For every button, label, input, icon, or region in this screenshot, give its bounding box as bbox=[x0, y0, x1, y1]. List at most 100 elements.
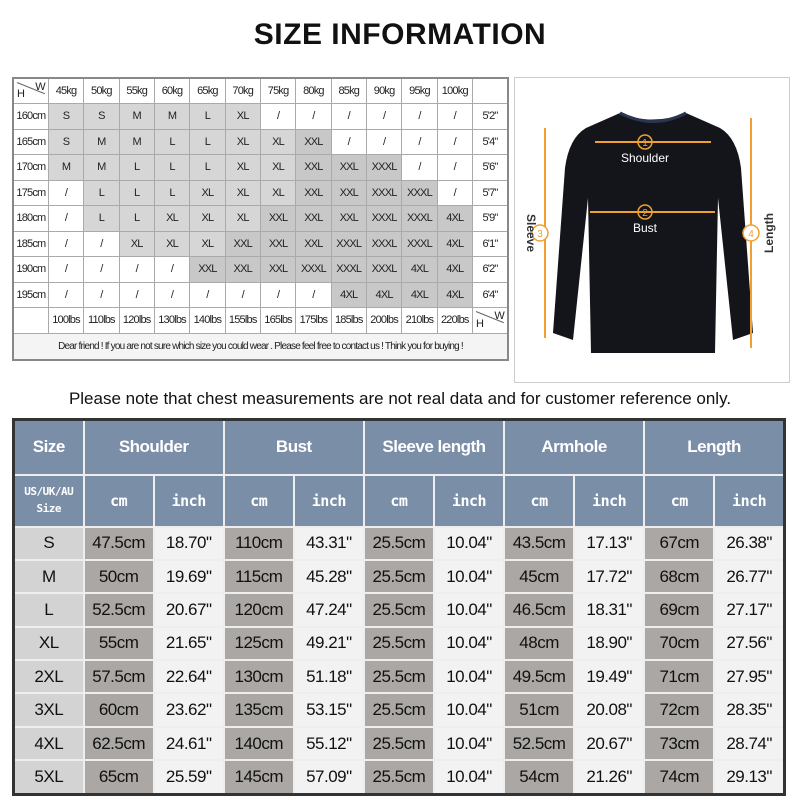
weight-kg-header: 70kg bbox=[224, 77, 261, 104]
size-cell: / bbox=[189, 281, 226, 308]
size-label: 5XL bbox=[12, 759, 85, 796]
size-cell: / bbox=[365, 103, 403, 130]
size-cell: XXXL bbox=[365, 179, 403, 206]
value-cm: 46.5cm bbox=[503, 592, 576, 628]
value-cm: 74cm bbox=[643, 759, 716, 796]
size-cell: XXL bbox=[295, 179, 332, 206]
value-cm: 43.5cm bbox=[503, 525, 576, 561]
value-cm: 51cm bbox=[503, 692, 576, 728]
value-inch: 51.18" bbox=[292, 659, 365, 695]
size-cell: S bbox=[47, 103, 85, 130]
size-cell: XL bbox=[224, 103, 261, 130]
size-system-label: US/UK/AU Size bbox=[12, 473, 85, 528]
weight-kg-header: 65kg bbox=[189, 77, 226, 104]
size-cell: / bbox=[330, 103, 367, 130]
value-cm: 71cm bbox=[643, 659, 716, 695]
size-cell: XL bbox=[189, 179, 226, 206]
height-row: 175cm / L L L XL XL XL XXL XXL XXXL XXXL/5'7" bbox=[12, 179, 509, 206]
height-cm-cell: 160cm bbox=[12, 103, 49, 130]
value-inch: 23.62" bbox=[152, 692, 225, 728]
height-cm-cell: 170cm bbox=[12, 154, 49, 181]
size-cell: XL bbox=[259, 179, 297, 206]
size-cell: L bbox=[153, 128, 191, 155]
size-cell: / bbox=[118, 256, 155, 283]
value-cm: 25.5cm bbox=[362, 725, 435, 762]
value-cm: 125cm bbox=[222, 625, 295, 662]
value-inch: 10.04" bbox=[432, 525, 506, 561]
height-row: 165cm S M M L L XL XL XXL / / //5'4" bbox=[12, 128, 509, 155]
size-cell: / bbox=[330, 128, 367, 155]
size-cell: XXL bbox=[295, 154, 332, 181]
value-cm: 25.5cm bbox=[362, 692, 435, 728]
size-cell: XXL bbox=[224, 230, 261, 257]
height-row: 190cm / / / / XXL XXL XXL XXXL XXXL XXXL 4XL 4XL 6'2" bbox=[12, 256, 509, 283]
size-cell: L bbox=[153, 154, 191, 181]
size-cell: XXL bbox=[295, 128, 332, 155]
shoulder-label: Shoulder bbox=[621, 151, 669, 165]
size-cell: / bbox=[436, 179, 473, 206]
weight-kg-header: 45kg bbox=[47, 77, 85, 104]
value-cm: 25.5cm bbox=[362, 759, 435, 796]
size-cell: L bbox=[189, 154, 226, 181]
corner-w: W bbox=[494, 310, 504, 322]
size-cell: / bbox=[401, 128, 438, 155]
height-cm-cell: 190cm bbox=[12, 256, 49, 283]
value-inch: 10.04" bbox=[432, 625, 506, 662]
value-cm: 55cm bbox=[82, 625, 155, 662]
weight-lbs-cell: 140lbs bbox=[189, 307, 226, 334]
size-cell: / bbox=[436, 154, 473, 181]
size-cell: L bbox=[83, 179, 120, 206]
size-cell: XL bbox=[189, 205, 226, 232]
weight-kg-header: 100kg bbox=[436, 77, 473, 104]
size-cell: XXL bbox=[330, 179, 367, 206]
value-inch: 10.04" bbox=[432, 592, 506, 628]
value-cm: 65cm bbox=[82, 759, 155, 796]
size-cell: XXXL bbox=[365, 256, 403, 283]
height-ft-cell: 5'6" bbox=[471, 154, 509, 181]
weight-lbs-cell: 155lbs bbox=[224, 307, 261, 334]
size-cell: / bbox=[295, 103, 332, 130]
height-cm-cell: 180cm bbox=[12, 205, 49, 232]
value-inch: 18.90" bbox=[573, 625, 646, 662]
value-cm: 25.5cm bbox=[362, 625, 435, 662]
value-cm: 48cm bbox=[503, 625, 576, 662]
size-cell: XXL bbox=[259, 205, 297, 232]
value-inch: 18.70" bbox=[152, 525, 225, 561]
size-cell: / bbox=[401, 103, 438, 130]
measurement-row: 3XL 60cm 23.62" 135cm 53.15" 25.5cm 10.04" 51cm… bbox=[12, 692, 786, 728]
value-cm: 25.5cm bbox=[362, 525, 435, 561]
size-cell: 4XL bbox=[401, 281, 438, 308]
size-cell: M bbox=[83, 154, 120, 181]
unit-cm: cm bbox=[503, 473, 576, 528]
size-cell: XXL bbox=[224, 256, 261, 283]
column-header: Bust bbox=[222, 418, 365, 476]
value-inch: 22.64" bbox=[152, 659, 225, 695]
value-cm: 50cm bbox=[82, 558, 155, 595]
size-cell: L bbox=[189, 103, 226, 130]
size-cell: / bbox=[47, 179, 85, 206]
value-cm: 70cm bbox=[643, 625, 716, 662]
value-cm: 52.5cm bbox=[82, 592, 155, 628]
size-cell: XXXL bbox=[295, 256, 332, 283]
size-cell: XL bbox=[153, 205, 191, 232]
value-cm: 47.5cm bbox=[82, 525, 155, 561]
height-cm-cell: 165cm bbox=[12, 128, 49, 155]
size-cell: / bbox=[436, 128, 473, 155]
size-cell: XL bbox=[259, 154, 297, 181]
measurement-table: Size Shoulder Bust Sleeve length Armhole Leng… bbox=[12, 418, 786, 796]
value-inch: 21.65" bbox=[152, 625, 225, 662]
height-ft-cell: 5'9" bbox=[471, 205, 509, 232]
disclaimer-note: Please note that chest measurements are … bbox=[68, 389, 732, 408]
weight-lbs-cell: 120lbs bbox=[118, 307, 155, 334]
value-inch: 10.04" bbox=[432, 759, 506, 796]
value-inch: 28.35" bbox=[713, 692, 786, 728]
weight-kg-header: 95kg bbox=[401, 77, 438, 104]
value-cm: 68cm bbox=[643, 558, 716, 595]
weight-kg-header: 50kg bbox=[83, 77, 120, 104]
size-label: 4XL bbox=[12, 725, 85, 762]
height-ft-cell: 5'7" bbox=[471, 179, 509, 206]
weight-kg-header: 80kg bbox=[295, 77, 332, 104]
size-label: 3XL bbox=[12, 692, 85, 728]
value-cm: 49.5cm bbox=[503, 659, 576, 695]
